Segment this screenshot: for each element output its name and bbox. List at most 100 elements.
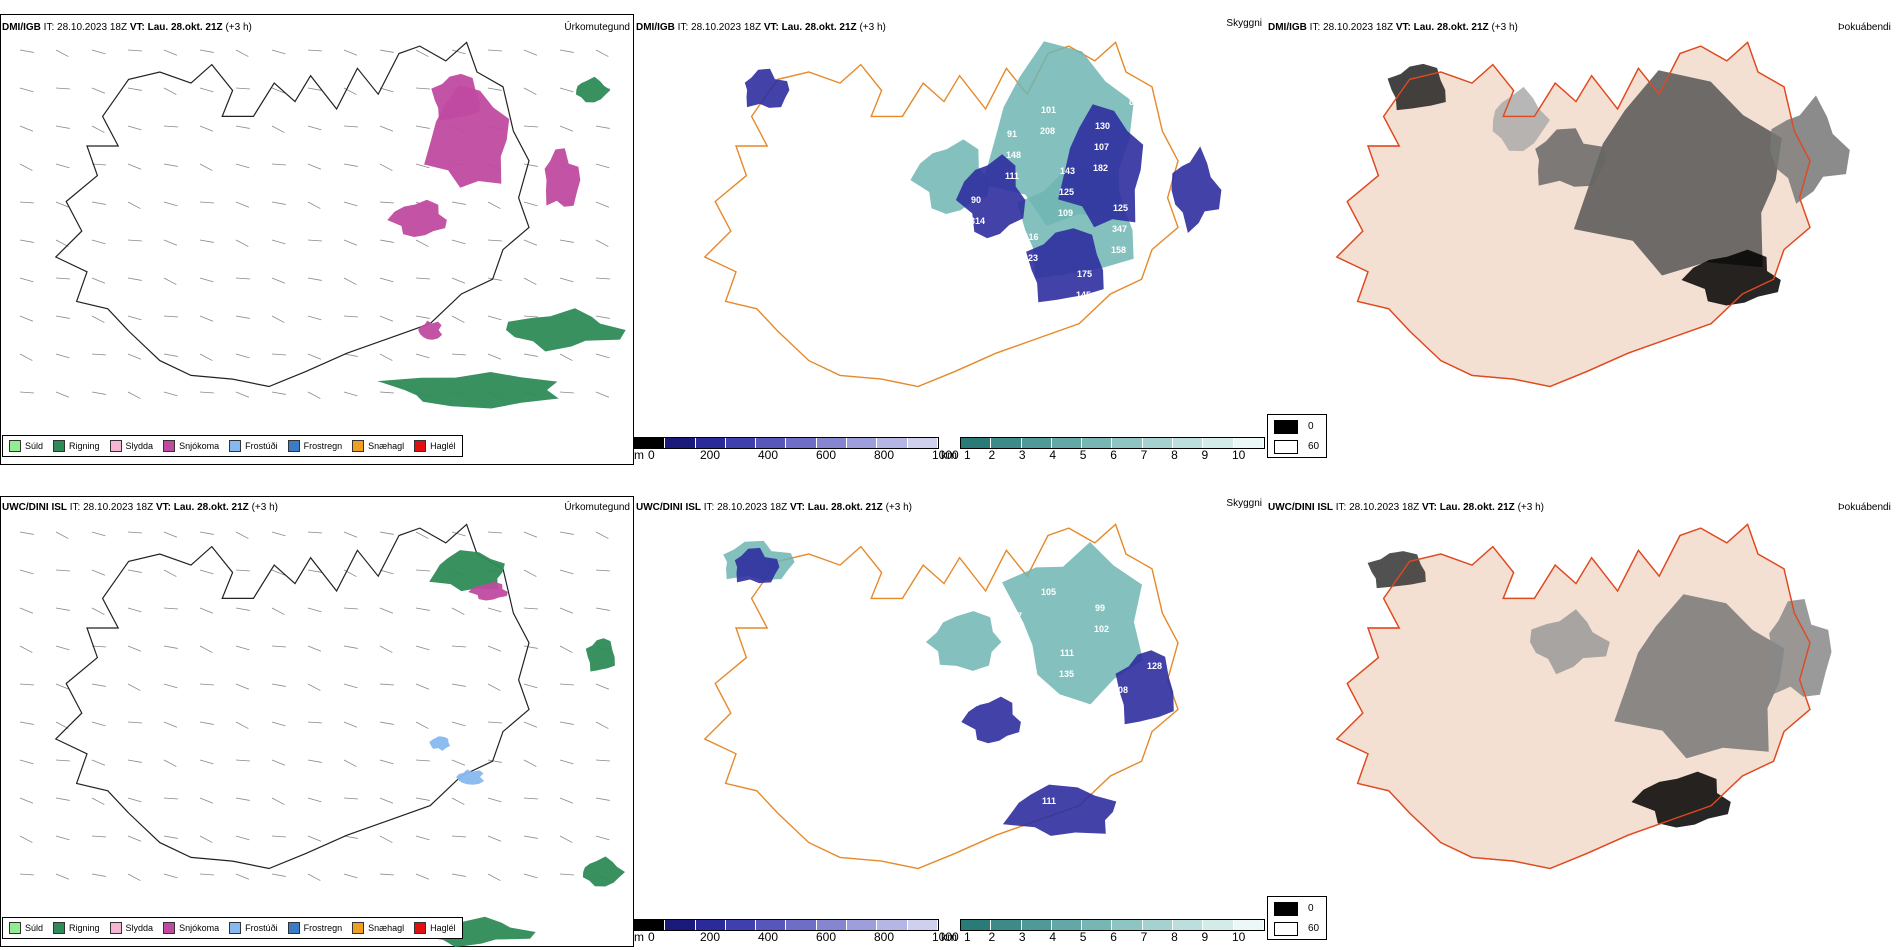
cloud-base-value: 182 xyxy=(1093,163,1108,173)
wind-barb xyxy=(523,277,537,285)
legend-label: Frostregn xyxy=(303,923,343,933)
wind-barb xyxy=(55,645,70,651)
wind-barb xyxy=(127,835,142,842)
wind-barb xyxy=(271,87,286,94)
wind-barb xyxy=(595,239,609,247)
wind-barb xyxy=(379,645,393,653)
cloud-area xyxy=(1002,784,1117,836)
cloud-base-value: 145 xyxy=(1076,290,1091,300)
row2-cloud-panel: UWC/DINI ISL IT: 28.10.2023 18Z VT: Lau.… xyxy=(634,482,1266,947)
wind-barb xyxy=(451,759,466,766)
wind-barb xyxy=(271,645,286,648)
wind-barb xyxy=(595,797,610,801)
legend-swatch xyxy=(229,440,242,452)
wind-barb xyxy=(451,721,466,727)
wind-barb xyxy=(379,873,394,876)
cloud-area xyxy=(744,68,790,108)
wind-barb xyxy=(235,353,250,359)
cloud-base-value: 135 xyxy=(1059,669,1074,679)
fog-legend-label-0: 0 xyxy=(1308,903,1314,914)
cloud-area xyxy=(955,154,1026,239)
cloud-base-value: 130 xyxy=(1095,121,1110,131)
colorbar-tick-label: 8 xyxy=(1171,930,1178,944)
panel-header: UWC/DINI ISL IT: 28.10.2023 18Z VT: Lau.… xyxy=(1268,502,1544,513)
wind-barb xyxy=(307,315,322,321)
panel-header: DMI/IGB IT: 28.10.2023 18Z VT: Lau. 28.o… xyxy=(2,22,252,33)
wind-barb xyxy=(307,87,322,91)
wind-barb xyxy=(343,277,357,285)
fog-legend-swatch-0 xyxy=(1274,420,1298,434)
wind-barb xyxy=(559,49,574,53)
wind-barb xyxy=(343,721,358,728)
wind-barb xyxy=(55,239,69,247)
legend-swatch xyxy=(352,440,365,452)
wind-barb xyxy=(307,125,322,131)
wind-barb xyxy=(451,353,466,356)
iceland-outline xyxy=(703,523,1179,870)
legend-item: Frostregn xyxy=(287,440,343,452)
wind-barb xyxy=(379,201,394,204)
wind-barb xyxy=(379,125,394,132)
wind-barb xyxy=(487,721,502,724)
wind-barb xyxy=(163,759,177,767)
cloud-base-value: 101 xyxy=(1041,105,1056,115)
legend-item: Snjókoma xyxy=(163,440,219,452)
legend-swatch xyxy=(53,922,66,934)
wind-barb xyxy=(271,125,285,133)
wind-barb xyxy=(91,835,106,838)
wind-barb xyxy=(307,569,322,573)
wind-barb xyxy=(91,239,106,245)
fog-legend-swatch-1 xyxy=(1274,440,1298,454)
fog-area xyxy=(1492,86,1550,152)
wind-barb xyxy=(19,277,34,283)
colorbar-tick-label: 400 xyxy=(758,448,779,462)
colorbar-tick-label: 600 xyxy=(816,448,837,462)
colorbar-tick-label: 2 xyxy=(988,448,996,462)
wind-barb xyxy=(307,721,322,724)
wind-barb xyxy=(55,797,70,801)
row1-cloud-panel: DMI/IGB IT: 28.10.2023 18Z VT: Lau. 28.o… xyxy=(634,0,1266,465)
cloud-area xyxy=(734,547,780,584)
legend-swatch xyxy=(287,440,300,452)
wind-barb xyxy=(487,873,501,881)
legend-item: Frostregn xyxy=(287,922,343,934)
wind-barb xyxy=(487,531,502,534)
cloud-base-km-colorbar xyxy=(960,437,1265,449)
legend-label: Frostregn xyxy=(303,441,343,451)
wind-barb xyxy=(415,683,430,690)
wind-barb xyxy=(343,87,357,95)
cloud-base-value: 84 xyxy=(1077,751,1087,761)
cloud-area xyxy=(1058,104,1144,228)
legend-label: Frostúði xyxy=(245,923,278,933)
wind-barb xyxy=(19,49,34,53)
cloud-base-value: 110 xyxy=(987,319,1002,329)
wind-barb xyxy=(451,645,466,648)
wind-barb xyxy=(307,163,322,170)
wind-barb xyxy=(127,391,141,399)
legend-item: Slydda xyxy=(109,440,153,452)
wind-barb xyxy=(127,125,142,131)
wind-barb xyxy=(55,391,70,398)
fog-legend-label-1: 60 xyxy=(1308,441,1320,452)
wind-barb xyxy=(163,797,178,800)
wind-barb xyxy=(163,683,178,689)
wind-barb xyxy=(271,201,286,205)
wind-barb xyxy=(343,315,358,318)
wind-barb xyxy=(487,353,502,360)
wind-barb xyxy=(199,239,214,243)
wind-barb xyxy=(523,163,538,167)
colorbar-step xyxy=(1233,920,1264,930)
wind-barb xyxy=(559,125,574,132)
wind-barb xyxy=(91,315,105,323)
wind-barb xyxy=(163,569,177,577)
panel-title: Þokuábendi xyxy=(1838,22,1891,33)
wind-barb xyxy=(271,277,286,284)
colorbar-step xyxy=(695,438,726,448)
precip-area xyxy=(387,199,447,237)
legend-label: Haglél xyxy=(430,923,456,933)
wind-barb xyxy=(55,569,70,572)
colorbar-tick-label: 7 xyxy=(1140,930,1148,944)
colorbar-tick-label: 800 xyxy=(874,930,895,944)
wind-barb xyxy=(19,835,33,843)
precip-area xyxy=(429,736,451,751)
